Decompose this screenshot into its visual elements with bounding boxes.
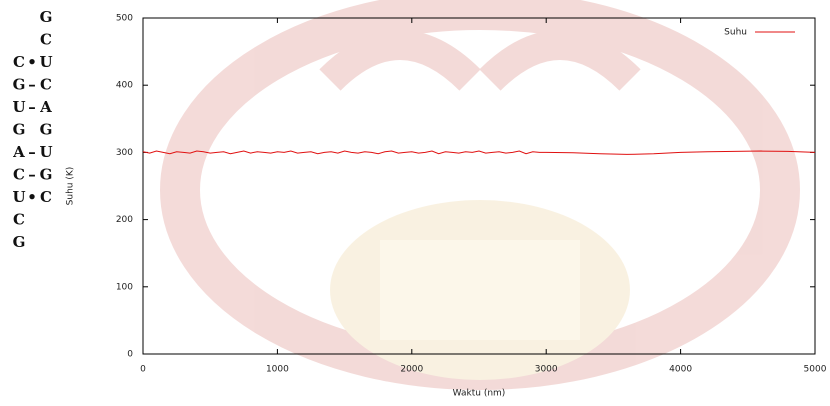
y-tick-label: 300 (116, 148, 133, 158)
rna-base: U (39, 143, 52, 161)
y-axis-label: Suhu (K) (66, 167, 76, 206)
rna-base: G (40, 166, 53, 184)
x-tick-label: 4000 (669, 365, 692, 375)
y-tick-label: 400 (116, 81, 133, 91)
rna-base: A (39, 98, 52, 116)
y-tick-label: 0 (127, 350, 133, 360)
rna-base: C (13, 53, 25, 71)
x-tick-label: 2000 (400, 365, 423, 375)
rna-base: C (40, 31, 52, 49)
rna-base: U (12, 188, 25, 206)
rna-base: G (40, 121, 53, 139)
x-tick-label: 0 (140, 365, 146, 375)
x-axis-label: Waktu (nm) (453, 389, 506, 399)
rna-base: G (40, 8, 53, 26)
x-tick-label: 3000 (535, 365, 558, 375)
watermark (160, 0, 800, 390)
rna-bond: – (28, 143, 36, 161)
x-tick-label: 1000 (266, 365, 289, 375)
y-tick-label: 500 (116, 14, 133, 24)
plot-frame (142, 17, 816, 355)
y-tick-label: 100 (116, 282, 133, 292)
rna-base: G (13, 76, 26, 94)
legend-label: Suhu (724, 28, 747, 38)
rna-base: C (13, 166, 25, 184)
rna-bond: – (28, 76, 36, 94)
y-tick-label: 200 (116, 215, 133, 225)
rna-bond: • (27, 53, 37, 71)
rna-base: G (13, 121, 26, 139)
rna-bond: – (28, 98, 36, 116)
rna-base: C (40, 188, 52, 206)
rna-base: A (12, 143, 25, 161)
rna-base: U (12, 98, 25, 116)
x-tick-label: 5000 (804, 365, 827, 375)
rna-bond: – (28, 166, 36, 184)
series-line (142, 150, 816, 155)
rna-base: G (13, 233, 26, 251)
rna-bond: • (27, 188, 37, 206)
rna-base: U (39, 53, 52, 71)
rna-base: C (13, 211, 25, 229)
rna-base: C (40, 76, 52, 94)
